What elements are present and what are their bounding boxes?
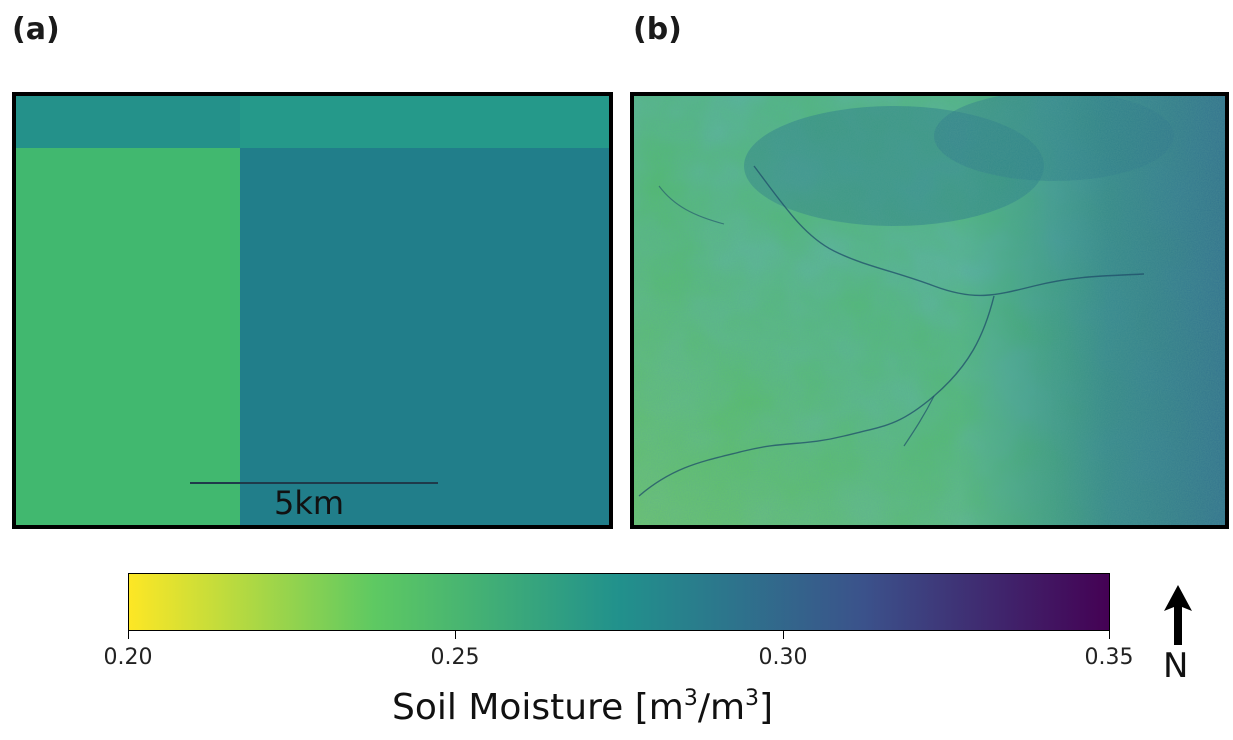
scale-bar-label: 5km <box>274 484 345 522</box>
panel-a-label: (a) <box>12 12 60 47</box>
colorbar-tick <box>455 631 456 639</box>
colorbar-tick-label: 0.25 <box>430 645 480 670</box>
panel-b-map <box>630 92 1229 529</box>
map-cell <box>16 148 240 525</box>
north-arrow-icon <box>1164 585 1192 645</box>
colorbar-tick-label: 0.30 <box>758 645 808 670</box>
north-label: N <box>1163 646 1189 686</box>
panel-a-map: 5km <box>12 92 613 529</box>
colorbar-title: Soil Moisture [m3/m3] <box>392 686 774 728</box>
colorbar-tick <box>783 631 784 639</box>
map-cell <box>16 96 240 148</box>
panel-b-label: (b) <box>633 12 682 47</box>
map-cell <box>240 96 609 148</box>
soil-moisture-texture <box>634 96 1225 525</box>
colorbar-tick-label: 0.35 <box>1084 645 1134 670</box>
map-cell <box>240 148 609 525</box>
colorbar-tick <box>128 631 129 639</box>
colorbar-tick <box>1109 631 1110 639</box>
colorbar <box>128 573 1110 631</box>
scale-bar-line <box>190 482 438 484</box>
colorbar-tick-label: 0.20 <box>103 645 153 670</box>
